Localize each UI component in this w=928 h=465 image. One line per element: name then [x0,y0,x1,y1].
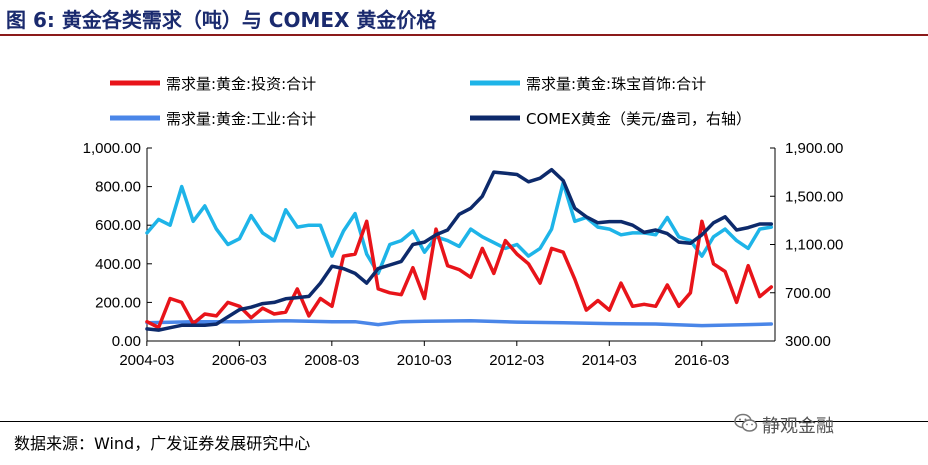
source-note: 数据来源：Wind，广发证券发展研究中心 [14,434,311,453]
y-left-tick-label: 200.00 [95,294,141,311]
legend-item-comex: COMEX黄金（美元/盎司，右轴） [470,110,751,128]
y-right-tick-label: 1,100.00 [785,237,843,254]
y-left-tick-label: 1,000.00 [83,140,141,157]
series-layer [145,167,774,332]
top-rule [0,34,928,36]
series-jewelry-line [145,180,774,276]
series-investment-line [145,219,774,330]
x-tick-label: 2006-03 [212,352,267,369]
wechat-icon [734,413,758,432]
bottom-rule [0,421,928,422]
chart-title: 图 6: 黄金各类需求（吨）与 COMEX 黄金价格 [6,8,437,32]
y-right-tick-label: 1,500.00 [785,188,843,205]
legend-item-jewelry: 需求量:黄金:珠宝首饰:合计 [470,75,706,93]
series-comex-line [145,167,774,332]
chart-svg: 需求量:黄金:投资:合计 需求量:黄金:珠宝首饰:合计 需求量:黄金:工业:合计… [83,75,844,369]
x-tick-label: 2014-03 [582,352,637,369]
legend: 需求量:黄金:投资:合计 需求量:黄金:珠宝首饰:合计 需求量:黄金:工业:合计… [110,75,751,128]
x-tick-label: 2016-03 [674,352,729,369]
y-right-tick-label: 300.00 [785,333,831,350]
x-tick-label: 2008-03 [304,352,359,369]
legend-label-industrial: 需求量:黄金:工业:合计 [166,110,316,128]
legend-label-jewelry: 需求量:黄金:珠宝首饰:合计 [526,75,706,93]
x-tick-label: 2012-03 [489,352,544,369]
legend-label-investment: 需求量:黄金:投资:合计 [166,75,316,93]
y-right-tick-label: 700.00 [785,285,831,302]
x-tick-label: 2010-03 [397,352,452,369]
legend-item-investment: 需求量:黄金:投资:合计 [110,75,316,93]
axes: 0.00 200.00 400.00 600.00 800.00 1,000.00 300.… [83,140,844,369]
y-left-tick-label: 600.00 [95,217,141,234]
y-left-tick-label: 800.00 [95,179,141,196]
x-tick-label: 2004-03 [119,352,174,369]
legend-label-comex: COMEX黄金（美元/盎司，右轴） [526,110,751,128]
y-right-tick-label: 1,900.00 [785,140,843,157]
legend-item-industrial: 需求量:黄金:工业:合计 [110,110,316,128]
title-bar: 图 6: 黄金各类需求（吨）与 COMEX 黄金价格 [0,0,928,34]
y-left-tick-label: 0.00 [112,333,141,350]
watermark: 静观金融 [762,416,834,437]
y-left-tick-label: 400.00 [95,256,141,273]
series-industrial-line [145,318,774,328]
